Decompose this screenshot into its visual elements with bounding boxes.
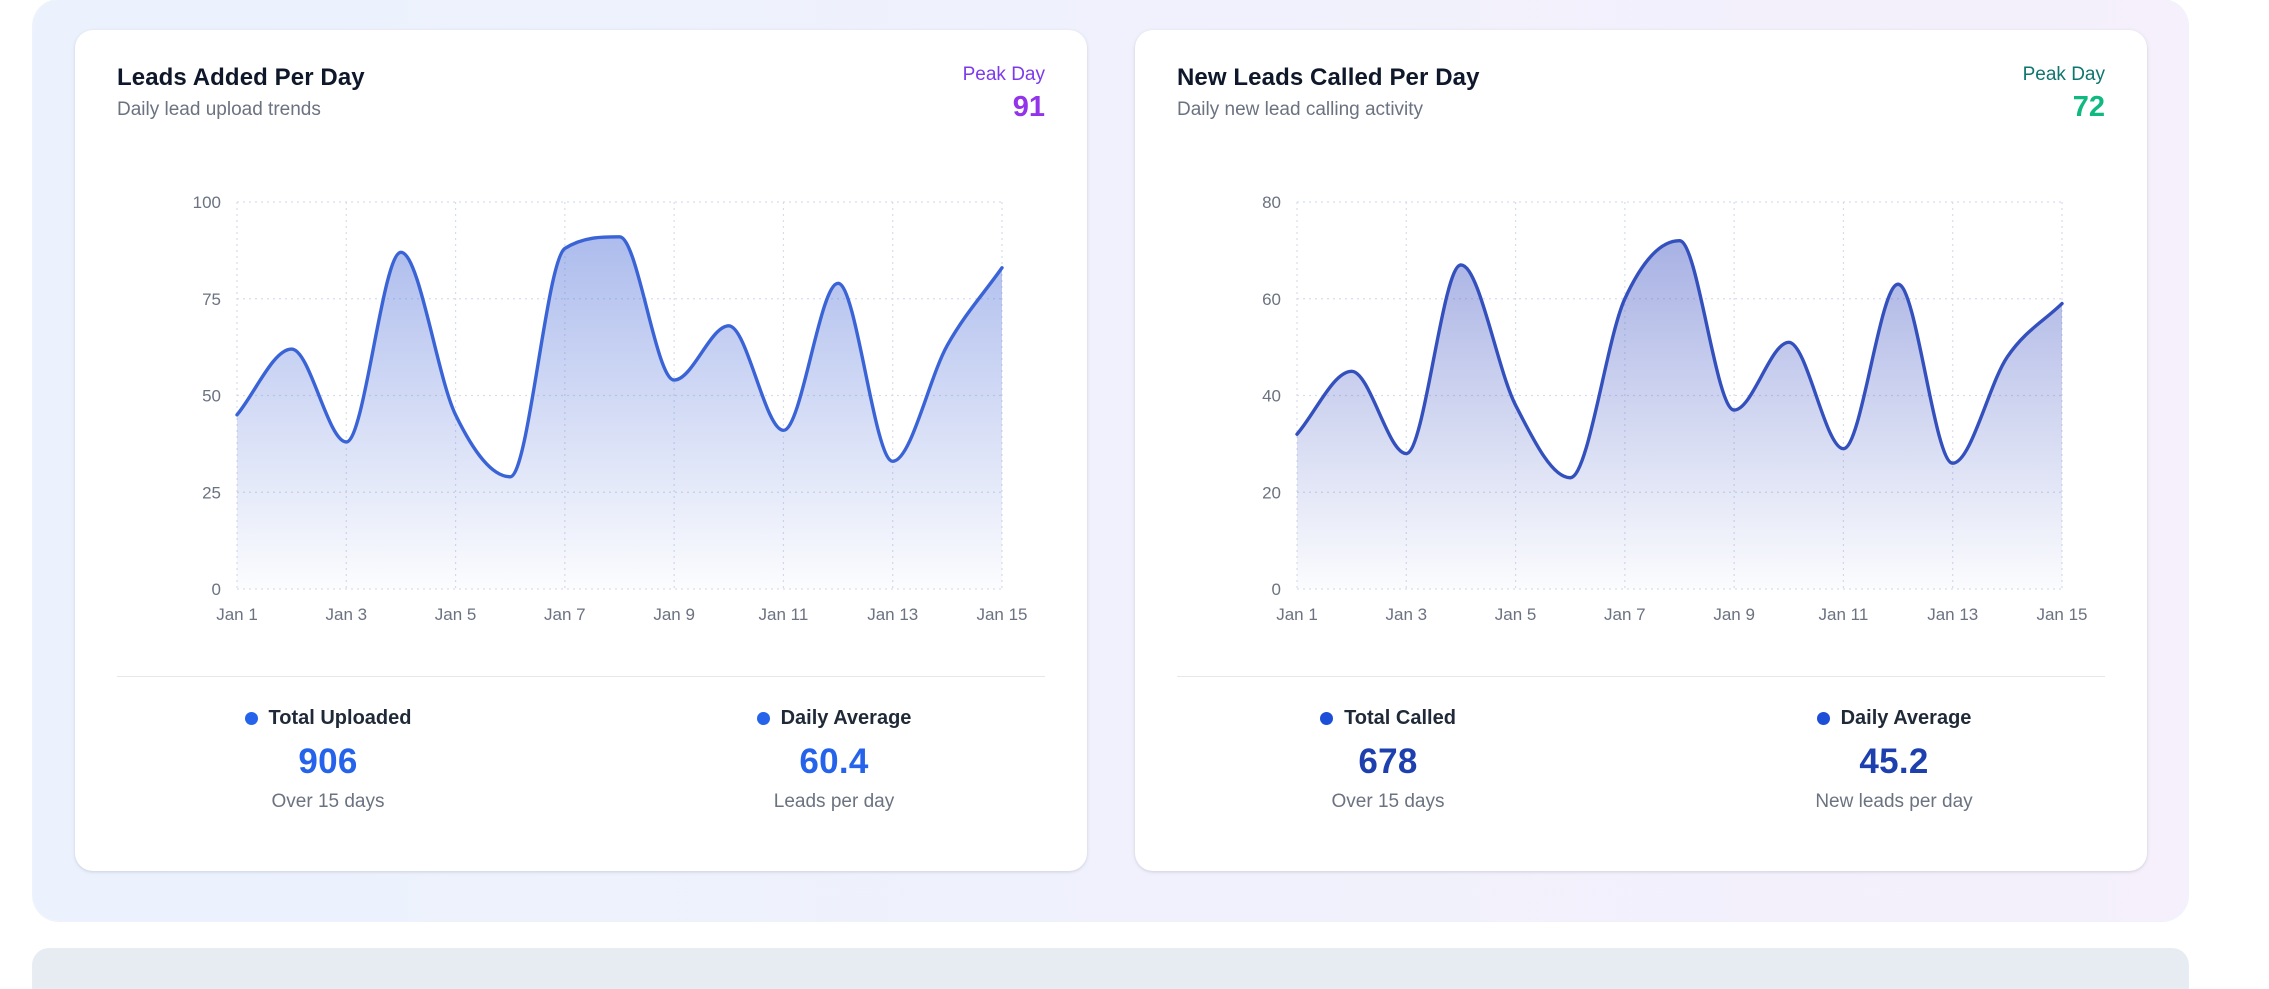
stat-label: Daily Average — [756, 707, 912, 730]
svg-text:20: 20 — [1262, 483, 1281, 502]
stat-subtext: Leads per day — [773, 791, 895, 812]
stat-value: 906 — [298, 742, 358, 781]
divider — [1177, 676, 2105, 677]
svg-text:Jan 5: Jan 5 — [435, 605, 477, 624]
card-header: New Leads Called Per Day Daily new lead … — [1135, 30, 2147, 124]
peak-day-value: 72 — [2072, 91, 2105, 123]
svg-text:Jan 13: Jan 13 — [1927, 605, 1978, 624]
svg-text:Jan 13: Jan 13 — [867, 605, 918, 624]
stat-label-text: Daily Average — [780, 707, 912, 729]
card-subtitle: Daily new lead calling activity — [1177, 99, 1424, 120]
svg-text:40: 40 — [1262, 387, 1281, 406]
svg-text:Jan 1: Jan 1 — [216, 605, 258, 624]
next-section-top-edge — [33, 949, 2188, 989]
stat-subtext: Over 15 days — [271, 791, 385, 812]
legend-dot-icon — [244, 712, 258, 725]
svg-text:Jan 7: Jan 7 — [1604, 605, 1646, 624]
card-title: Leads Added Per Day — [117, 64, 365, 91]
legend-dot-icon — [1320, 712, 1334, 725]
leads-added-area-chart[interactable]: 0 25 50 75 100 Jan 1 Jan 3 Jan 5 Jan 7 Jan 9 Jan 1… — [75, 124, 1087, 624]
divider — [117, 676, 1045, 677]
legend-dot-icon — [1816, 712, 1830, 725]
svg-text:25: 25 — [202, 483, 221, 502]
leads-added-card: Leads Added Per Day Daily lead upload tr… — [75, 30, 1087, 871]
svg-text:0: 0 — [212, 580, 221, 599]
stat-label: Daily Average — [1816, 707, 1972, 730]
peak-day-badge: Peak Day 72 — [2023, 64, 2105, 124]
stat-total-called: Total Called 678 Over 15 days — [1135, 707, 1641, 813]
svg-text:Jan 1: Jan 1 — [1276, 605, 1318, 624]
svg-text:Jan 5: Jan 5 — [1495, 605, 1537, 624]
stats-row: Total Called 678 Over 15 days Daily Aver… — [1135, 677, 2147, 813]
svg-text:Jan 15: Jan 15 — [976, 605, 1027, 624]
svg-text:Jan 11: Jan 11 — [759, 605, 809, 624]
svg-text:0: 0 — [1272, 580, 1281, 599]
peak-day-value: 91 — [1012, 91, 1045, 123]
svg-text:Jan 9: Jan 9 — [653, 605, 695, 624]
svg-text:Jan 3: Jan 3 — [1385, 605, 1427, 624]
svg-text:Jan 3: Jan 3 — [325, 605, 367, 624]
card-header: Leads Added Per Day Daily lead upload tr… — [75, 30, 1087, 124]
peak-day-label: Peak Day — [2022, 64, 2105, 85]
legend-dot-icon — [756, 712, 770, 725]
svg-text:60: 60 — [1262, 290, 1281, 309]
card-subtitle: Daily lead upload trends — [117, 99, 321, 120]
svg-text:75: 75 — [202, 290, 221, 309]
stat-label: Total Called — [1320, 707, 1456, 730]
stat-label-text: Total Called — [1344, 707, 1456, 729]
card-title: New Leads Called Per Day — [1177, 64, 1480, 91]
svg-text:80: 80 — [1262, 193, 1281, 212]
stat-subtext: New leads per day — [1815, 791, 1973, 812]
new-leads-called-area-chart[interactable]: 0 20 40 60 80 Jan 1 Jan 3 Jan 5 Jan 7 Jan 9 Jan 11… — [1135, 124, 2147, 624]
area-chart-canvas[interactable]: 0 25 50 75 100 Jan 1 Jan 3 Jan 5 Jan 7 Jan 9 Jan 1… — [117, 164, 1045, 624]
svg-text:Jan 15: Jan 15 — [2036, 605, 2087, 624]
area-chart-canvas[interactable]: 0 20 40 60 80 Jan 1 Jan 3 Jan 5 Jan 7 Jan 9 Jan 11… — [1177, 164, 2105, 624]
peak-day-badge: Peak Day 91 — [963, 64, 1045, 124]
stat-label: Total Uploaded — [244, 707, 412, 730]
stat-value: 60.4 — [799, 742, 869, 781]
svg-text:100: 100 — [193, 193, 221, 212]
svg-text:Jan 11: Jan 11 — [1819, 605, 1869, 624]
stat-subtext: Over 15 days — [1331, 791, 1445, 812]
stat-daily-average: Daily Average 60.4 Leads per day — [581, 707, 1087, 813]
stat-label-text: Total Uploaded — [268, 707, 412, 729]
stat-daily-average: Daily Average 45.2 New leads per day — [1641, 707, 2147, 813]
stats-row: Total Uploaded 906 Over 15 days Daily Av… — [75, 677, 1087, 813]
svg-text:Jan 7: Jan 7 — [544, 605, 586, 624]
stat-value: 678 — [1358, 742, 1418, 781]
stat-label-text: Daily Average — [1840, 707, 1972, 729]
svg-text:50: 50 — [202, 387, 221, 406]
stat-total-uploaded: Total Uploaded 906 Over 15 days — [75, 707, 581, 813]
svg-text:Jan 9: Jan 9 — [1713, 605, 1755, 624]
peak-day-label: Peak Day — [962, 64, 1045, 85]
new-leads-called-card: New Leads Called Per Day Daily new lead … — [1135, 30, 2147, 871]
stat-value: 45.2 — [1859, 742, 1929, 781]
